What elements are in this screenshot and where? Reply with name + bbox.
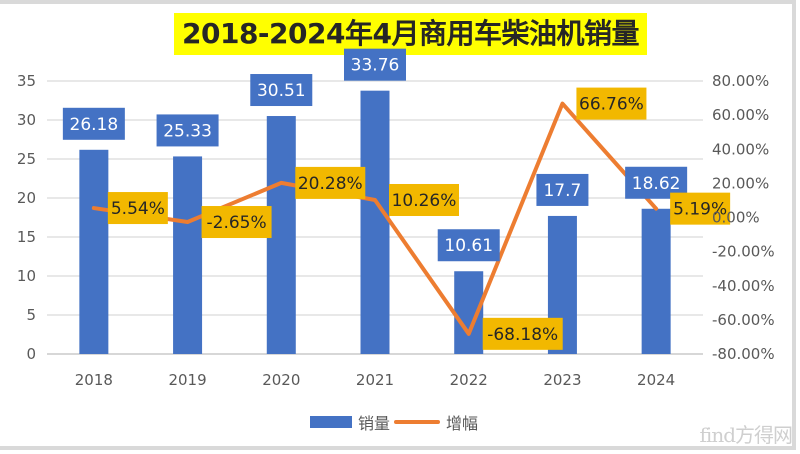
bar-data-label: 18.62 xyxy=(632,174,681,194)
right-axis-tick-label: -60.00% xyxy=(712,311,775,329)
line-data-label-box xyxy=(576,87,647,120)
bar-data-label-box xyxy=(250,74,313,107)
bar-data-label-box xyxy=(437,229,500,262)
bar-2018 xyxy=(79,149,109,354)
left-axis-tick-label: 5 xyxy=(26,306,36,324)
bar-data-label: 10.61 xyxy=(444,236,493,256)
line-data-label-box xyxy=(670,192,731,225)
bar-data-label: 25.33 xyxy=(163,121,212,141)
bar-data-label: 30.51 xyxy=(257,81,306,101)
right-axis-tick-label: 80.00% xyxy=(712,72,769,90)
watermark-logo: find方得网 xyxy=(699,423,793,447)
right-axis-tick-label: -20.00% xyxy=(712,243,775,261)
bar-data-label: 26.18 xyxy=(70,115,119,135)
line-data-label-box xyxy=(295,166,366,199)
line-data-label: -68.18% xyxy=(487,325,558,345)
line-data-label-box xyxy=(107,192,168,225)
right-axis-tick-label: 60.00% xyxy=(712,106,769,124)
line-data-label: 5.54% xyxy=(111,199,165,219)
right-axis-tick-label: 0.00% xyxy=(712,209,760,227)
line-data-label: 20.28% xyxy=(298,174,363,194)
bar-2021 xyxy=(360,90,390,354)
x-axis-tick-label: 2024 xyxy=(637,371,675,389)
x-axis-tick-label: 2021 xyxy=(356,371,394,389)
legend: 销量 增幅 xyxy=(310,410,478,434)
bar-2020 xyxy=(266,116,296,354)
bar-2019 xyxy=(173,156,203,354)
line-data-label-box xyxy=(482,317,563,350)
bar-data-label-box xyxy=(62,107,125,140)
legend-bar-label: 销量 xyxy=(358,414,391,433)
line-data-label: -2.65% xyxy=(207,213,267,233)
x-axis-tick-label: 2023 xyxy=(543,371,581,389)
bar-data-label: 17.7 xyxy=(543,181,581,201)
bar-data-label-box xyxy=(536,173,589,206)
bar-series xyxy=(79,90,671,354)
left-axis-tick-label: 25 xyxy=(17,150,36,168)
right-axis-tick-label: 20.00% xyxy=(712,174,769,192)
right-axis-tick-label: -40.00% xyxy=(712,277,775,295)
line-series xyxy=(91,101,659,336)
line-data-label: 10.26% xyxy=(392,191,457,211)
line-data-label-box xyxy=(389,183,459,216)
right-axis-tick-label: -80.00% xyxy=(712,345,775,363)
x-axis-tick-label: 2022 xyxy=(450,371,488,389)
line-data-label: 5.19% xyxy=(673,200,727,220)
right-axis-tick-label: 40.00% xyxy=(712,140,769,158)
left-axis-tick-label: 20 xyxy=(17,189,36,207)
chart-title: 2018-2024年4月商用车柴油机销量 xyxy=(174,13,647,55)
line-data-label-box xyxy=(201,206,272,239)
data-labels: 26.18 25.33 30.51 33.76 10.61 17.7 18.62 5.54% -… xyxy=(62,48,731,350)
bar-data-label-box xyxy=(156,114,219,147)
left-axis-tick-label: 35 xyxy=(17,72,36,90)
axes: 0 5 10 15 20 25 30 35 -80.00% -60.00% -40.00% -20.0… xyxy=(17,72,775,389)
legend-line-swatch xyxy=(394,420,441,424)
line-data-label: 66.76% xyxy=(579,95,644,115)
left-axis-tick-label: 15 xyxy=(17,228,36,246)
x-axis-tick-label: 2019 xyxy=(168,371,206,389)
bar-data-label-box xyxy=(344,48,406,81)
left-axis-tick-label: 10 xyxy=(17,267,36,285)
bar-data-label: 33.76 xyxy=(351,56,400,76)
left-axis-tick-label: 0 xyxy=(26,345,36,363)
x-axis-tick-label: 2020 xyxy=(262,371,300,389)
legend-line-label: 增幅 xyxy=(446,414,479,433)
left-axis-tick-label: 30 xyxy=(17,111,36,129)
bar-2024 xyxy=(641,208,671,354)
legend-bar-swatch xyxy=(310,416,352,428)
x-axis-tick-label: 2018 xyxy=(75,371,113,389)
